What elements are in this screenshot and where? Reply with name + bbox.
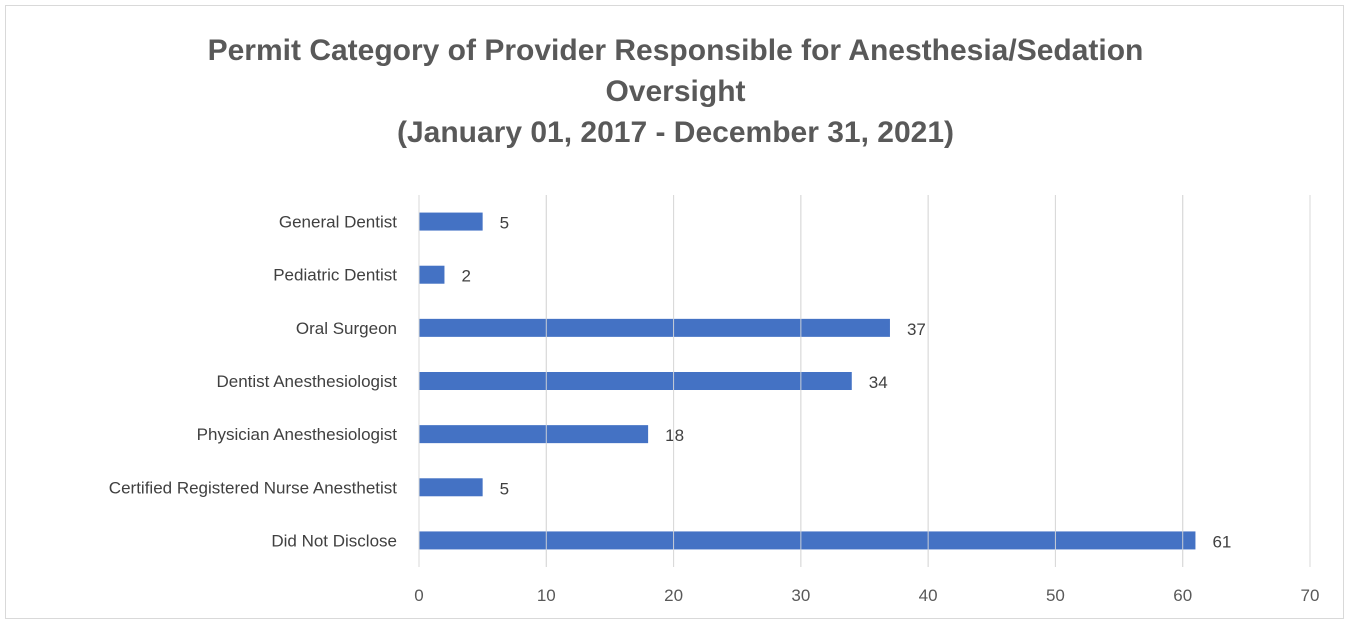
x-tick-label-4: 40	[919, 586, 938, 605]
bar-2	[419, 319, 890, 337]
category-label-4: Physician Anesthesiologist	[197, 425, 398, 444]
bar-5	[419, 478, 483, 496]
data-label-1: 2	[461, 267, 470, 286]
category-label-5: Certified Registered Nurse Anesthetist	[109, 478, 397, 497]
x-tick-label-3: 30	[791, 586, 810, 605]
x-tick-label-7: 70	[1301, 586, 1320, 605]
category-label-3: Dentist Anesthesiologist	[217, 372, 398, 391]
bar-3	[419, 372, 852, 390]
x-tick-label-6: 60	[1173, 586, 1192, 605]
data-label-5: 5	[500, 479, 509, 498]
category-label-0: General Dentist	[279, 213, 397, 232]
data-label-4: 18	[665, 426, 684, 445]
x-tick-label-2: 20	[664, 586, 683, 605]
category-label-6: Did Not Disclose	[271, 531, 397, 550]
bar-1	[419, 266, 444, 284]
data-label-3: 34	[869, 373, 888, 392]
category-label-2: Oral Surgeon	[296, 319, 397, 338]
bar-6	[419, 531, 1195, 549]
bar-4	[419, 425, 648, 443]
data-label-2: 37	[907, 320, 926, 339]
bar-0	[419, 213, 483, 231]
x-tick-label-0: 0	[414, 586, 423, 605]
x-tick-label-1: 10	[537, 586, 556, 605]
data-label-0: 5	[500, 214, 509, 233]
category-label-1: Pediatric Dentist	[273, 266, 397, 285]
data-label-6: 61	[1212, 532, 1231, 551]
x-tick-label-5: 50	[1046, 586, 1065, 605]
